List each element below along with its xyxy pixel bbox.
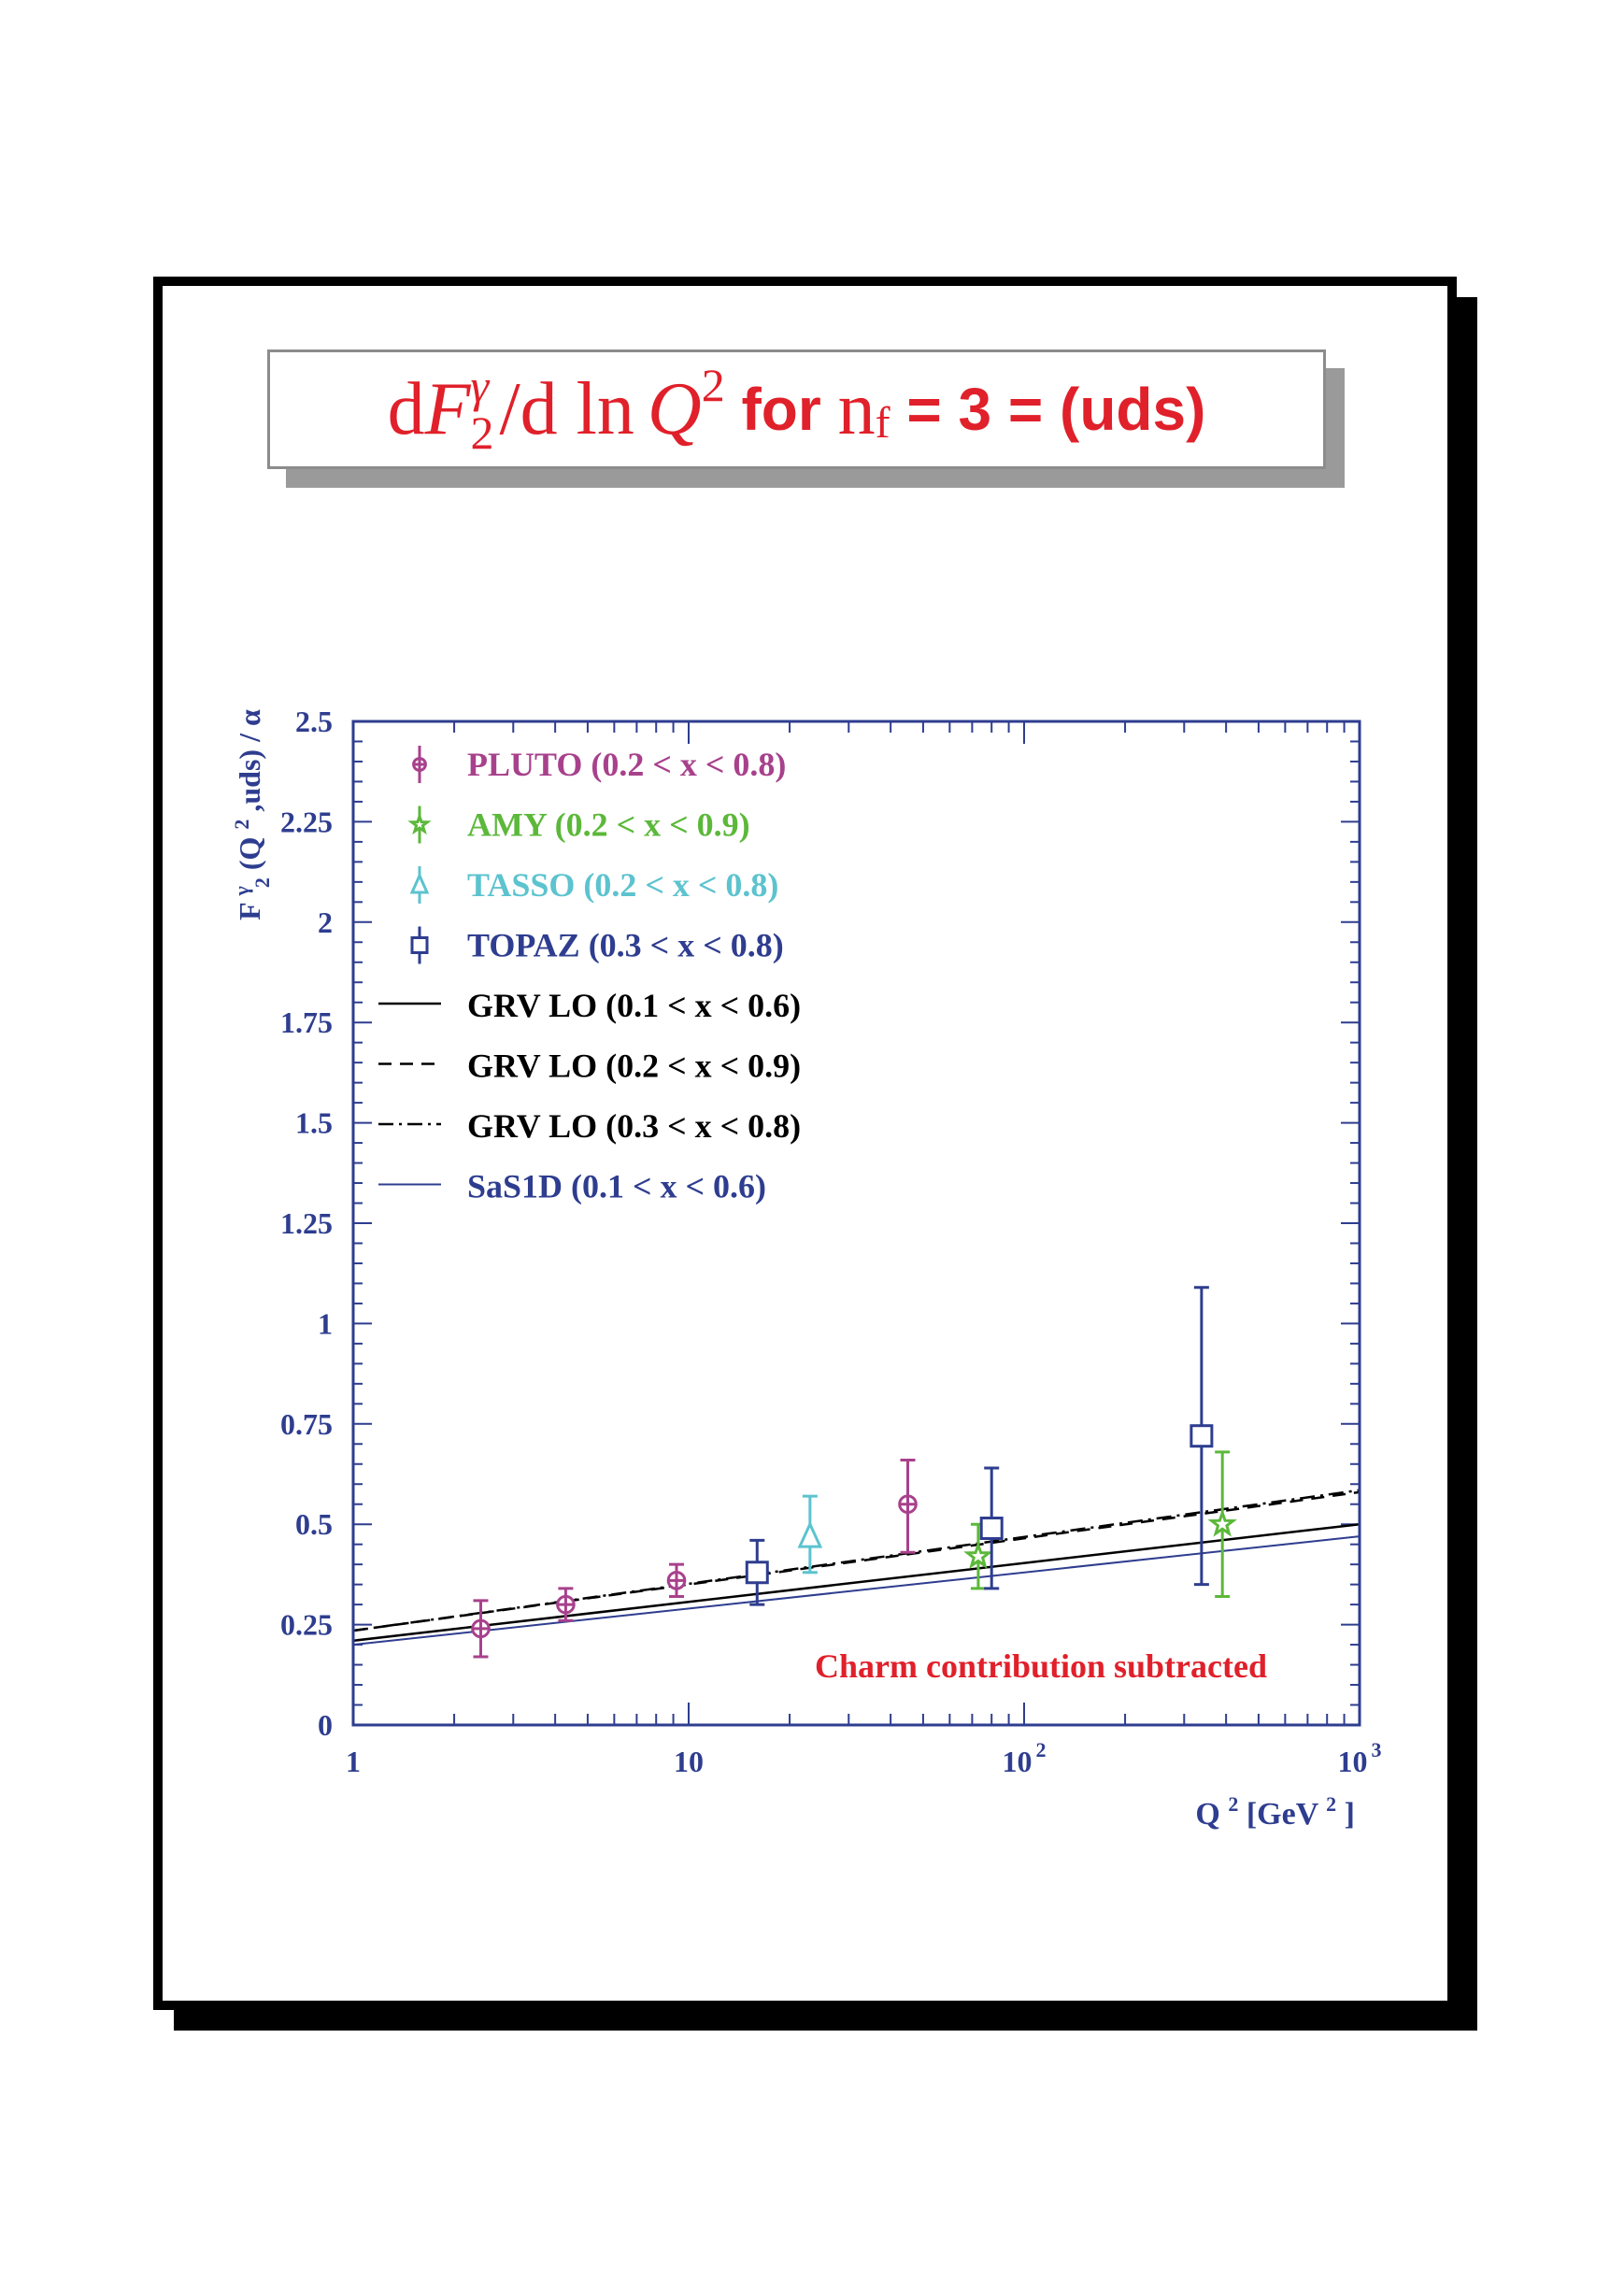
- y-tick-label: 1: [318, 1306, 333, 1340]
- y-label-sup2: 2: [230, 820, 253, 830]
- title-F: F: [424, 367, 471, 450]
- charm-annotation: Charm contribution subtracted: [815, 1647, 1267, 1685]
- marker-topaz: [1190, 1424, 1214, 1448]
- legend-marker-topaz: [410, 936, 429, 954]
- title-F-scripts: γ 2: [470, 363, 493, 456]
- y-tick-label: 2.25: [280, 805, 333, 838]
- title-Q: Q: [647, 367, 702, 450]
- y-label-F: F: [233, 903, 266, 920]
- legend-label-grv-dashdot: GRV LO (0.3 < x < 0.8): [467, 1107, 801, 1145]
- axis-ticks: [352, 720, 1360, 1726]
- x-tick-label: 10 3: [1338, 1738, 1382, 1778]
- x-label-Q: Q: [1195, 1797, 1219, 1832]
- tick-labels: 0 0.25 0.5 0.75 1 1.25 1.5 1.75 2 2.25 2.5 1 10 10 2 10…: [280, 705, 1382, 1778]
- curve-grv-dashdot: [352, 1489, 1360, 1632]
- page-title: d F γ 2 /d ln Q 2 for n f = 3 = (uds): [267, 349, 1326, 469]
- legend-label-amy: AMY (0.2 < x < 0.9): [467, 806, 750, 844]
- title-d: d: [387, 367, 425, 450]
- legend: PLUTO (0.2 < x < 0.8) AMY (0.2 < x < 0.9)…: [378, 746, 801, 1205]
- y-tick-label: 2: [318, 905, 333, 939]
- legend-label-pluto: PLUTO (0.2 < x < 0.8): [467, 746, 786, 783]
- y-tick-label: 1.25: [280, 1206, 333, 1240]
- y-tick-label: 1.75: [280, 1005, 333, 1039]
- y-tick-label: 0: [318, 1708, 333, 1742]
- x-tick-label: 1: [346, 1745, 361, 1778]
- marker-topaz: [979, 1516, 1004, 1540]
- legend-marker-tasso: [409, 872, 430, 894]
- y-tick-label: 0.5: [295, 1507, 333, 1541]
- y-axis-label: F γ 2 (Q 2 ,uds) / α: [221, 709, 276, 920]
- theory-curves: [352, 1489, 1360, 1646]
- legend-marker-amy: [407, 812, 432, 835]
- plot-frame: [351, 720, 1361, 1727]
- title-dln: /d ln: [499, 367, 634, 450]
- y-label-sub: 2: [250, 877, 274, 888]
- marker-topaz: [745, 1561, 769, 1585]
- legend-label-sas1d-solid: SaS1D (0.1 < x < 0.6): [467, 1168, 766, 1205]
- y-label-post: ,uds) / α: [233, 709, 266, 812]
- data-points: [471, 1286, 1237, 1659]
- y-label-pre: (Q: [233, 837, 266, 871]
- title-rest: = 3 = (uds): [890, 376, 1206, 443]
- title-F-sup: γ: [470, 360, 490, 412]
- marker-amy: [963, 1541, 993, 1570]
- y-label-gamma: γ: [230, 886, 253, 896]
- y-tick-label: 0.75: [280, 1407, 333, 1441]
- page-frame: [153, 277, 1457, 2010]
- x-label-unit-pre: [GeV: [1246, 1797, 1319, 1832]
- marker-tasso: [797, 1520, 823, 1548]
- legend-label-tasso: TASSO (0.2 < x < 0.8): [467, 866, 778, 904]
- legend-label-topaz: TOPAZ (0.3 < x < 0.8): [467, 927, 784, 964]
- x-label-Q-sup: 2: [1228, 1792, 1238, 1816]
- x-tick-label: 10: [674, 1745, 704, 1778]
- y-tick-label: 1.5: [295, 1106, 333, 1140]
- legend-label-grv-solid: GRV LO (0.1 < x < 0.6): [467, 987, 801, 1024]
- legend-label-grv-dashed: GRV LO (0.2 < x < 0.9): [467, 1048, 801, 1085]
- title-n-sub: f: [875, 397, 890, 448]
- title-Q-sup: 2: [701, 359, 725, 411]
- x-axis-label: Q 2 [GeV 2 ]: [1195, 1784, 1355, 1832]
- curve-grv-dashed: [352, 1490, 1360, 1632]
- title-for: for: [724, 376, 838, 443]
- x-label-unit-post: ]: [1345, 1797, 1355, 1832]
- title-n: n: [837, 367, 876, 450]
- curve-sas1d-solid: [352, 1535, 1360, 1646]
- y-tick-label: 2.5: [295, 705, 333, 738]
- x-tick-label: 10 2: [1003, 1738, 1047, 1778]
- x-label-unit-sup: 2: [1326, 1792, 1336, 1816]
- title-F-sub: 2: [470, 406, 494, 459]
- curve-grv-solid: [352, 1522, 1360, 1643]
- y-tick-label: 0.25: [280, 1608, 333, 1642]
- marker-amy: [1207, 1508, 1237, 1537]
